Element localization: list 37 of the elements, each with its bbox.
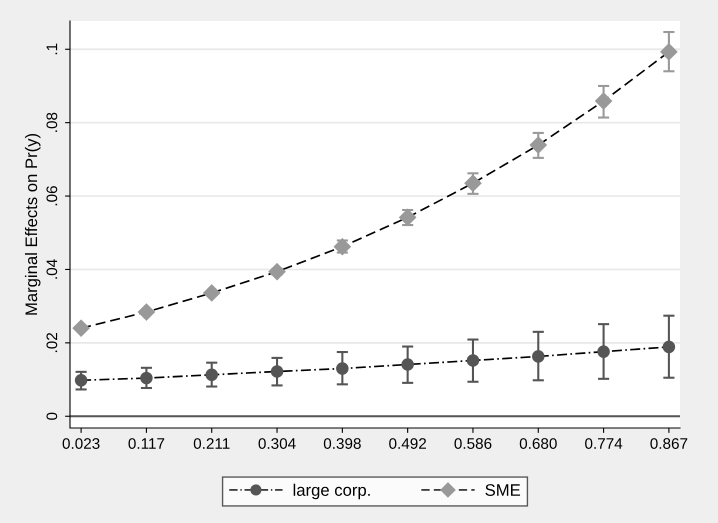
- point: [595, 92, 612, 110]
- point: [72, 320, 90, 337]
- y-tick-label: 0: [46, 412, 58, 420]
- x-tick-label: 0.867: [650, 438, 688, 449]
- y-tick-label: .1: [46, 44, 58, 54]
- x-tick-label: 0.774: [585, 438, 622, 449]
- point: [597, 345, 610, 358]
- point: [336, 362, 349, 375]
- point: [466, 354, 480, 367]
- y-tick-label: .02: [46, 333, 58, 352]
- x-tick-label: 0.398: [324, 438, 361, 449]
- point: [464, 174, 482, 192]
- point: [138, 303, 155, 321]
- point: [530, 136, 547, 154]
- point: [660, 43, 678, 60]
- point: [203, 284, 220, 302]
- x-tick-label: 0.211: [194, 438, 230, 449]
- y-axis-title: Marginal Effects on Pr(y): [24, 134, 40, 315]
- y-tick-label: .06: [46, 186, 58, 206]
- y-tick-label: .04: [46, 259, 58, 279]
- x-tick-label: 0.023: [62, 438, 100, 449]
- x-tick-label: 0.680: [520, 438, 557, 449]
- x-tick-label: 0.492: [389, 438, 426, 449]
- y-tick-label: .08: [46, 112, 58, 132]
- point: [270, 365, 284, 378]
- point: [532, 350, 545, 363]
- point: [205, 368, 218, 382]
- legend-label: large corp.: [294, 484, 370, 500]
- point: [140, 372, 153, 384]
- x-tick-label: 0.586: [454, 438, 492, 449]
- x-tick-label: 0.117: [128, 438, 164, 449]
- point: [401, 358, 414, 371]
- point: [74, 374, 88, 387]
- point: [268, 263, 286, 280]
- point: [662, 340, 676, 354]
- x-tick-label: 0.304: [258, 438, 296, 449]
- legend-label: SME: [485, 484, 520, 496]
